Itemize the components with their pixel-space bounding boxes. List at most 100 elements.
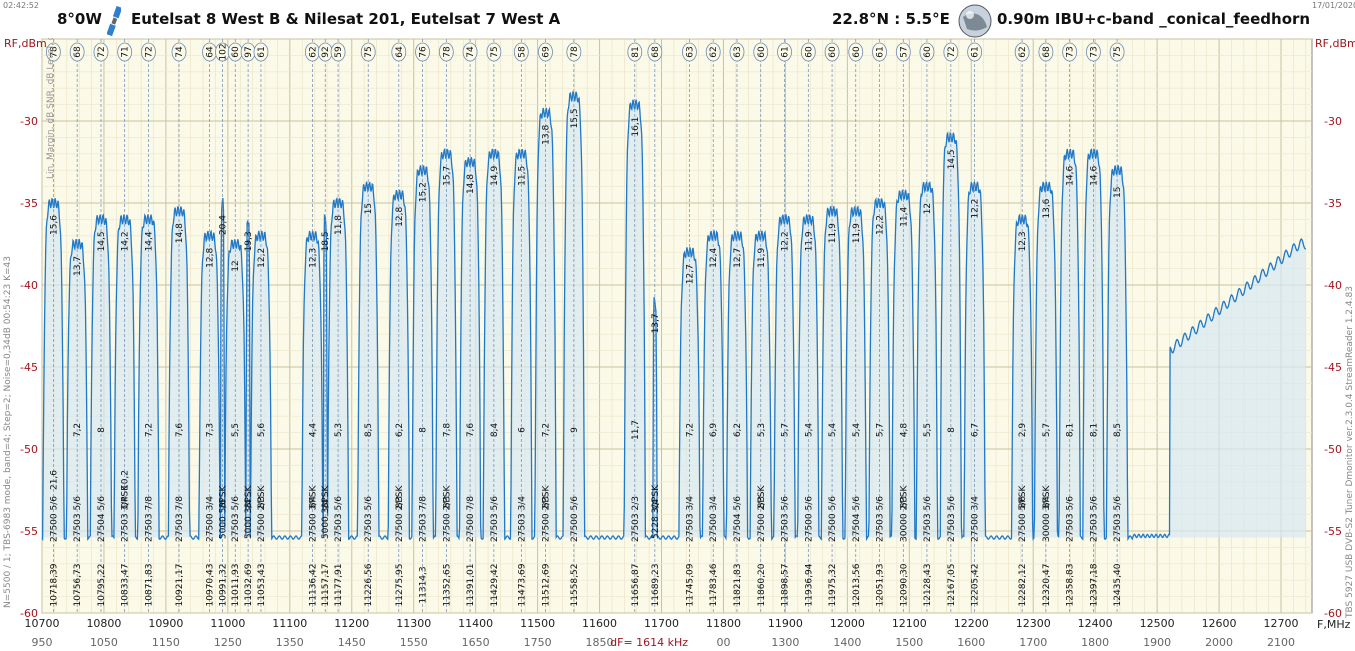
quality-badge [729,42,745,62]
symbol-rate-fec: 27504 5/6 [852,496,862,542]
modulation-label: 8PSK [899,485,909,509]
symbol-rate-fec: 27503 3/4 [517,496,527,542]
quality-badge [800,42,816,62]
mer-value: 15,2 [419,182,429,202]
x-axis-label: F,MHz [1317,618,1351,631]
x-tick-label: 12300 [1016,617,1051,630]
quality-value: 81 [631,46,641,57]
snr-value: 6,2 [395,423,405,437]
mer-value: 11,8 [334,215,344,235]
mer-value: 12,8 [395,207,405,227]
modulation-label: 8PSK [321,485,331,509]
snr-value: 8,1 [1066,423,1076,437]
mer-value: 12,8 [206,248,216,268]
quality-value: 75 [1113,46,1123,57]
modulation-label: 8PSK [1042,485,1052,509]
transponder-frequency: 12128,43 [923,564,933,607]
satellite-icon [106,5,123,38]
transponder-frequency: 12013,56 [852,563,862,606]
quality-value: 62 [308,46,318,57]
quality-value: 72 [97,46,107,57]
quality-value: 61 [781,46,791,57]
symbol-rate-fec: 27503 5/6 [364,496,374,542]
snr-value: 9 [570,427,580,433]
quality-badge [1086,42,1101,62]
mer-value: 20,4 [218,215,228,235]
transponder-frequency: 12090,30 [899,563,909,606]
x-tick-label: 11100 [272,617,307,630]
x-tick-label: 12200 [954,617,989,630]
mer-value: 14,2 [121,231,131,251]
quality-badge [647,42,663,62]
transponder-frequency: 10795,22 [97,564,107,607]
transponder-frequency: 10833,47 [121,564,131,607]
quality-badge [824,42,840,62]
mer-value: 13,6 [1042,198,1052,218]
snr-value: 8 [97,427,107,433]
symbol-rate-fec: 27500 2/3 [757,496,767,542]
quality-value: 58 [517,46,527,58]
quality-badge [753,42,769,62]
left-side-info: N=5500 / 1; TBS-6983 mode, band=4; Step=… [3,256,13,608]
quality-badge [513,42,529,62]
transponder-frequency: 11032,69 [244,563,254,606]
symbol-rate-fec: 30000 2/3 [899,496,909,542]
mer-value: 14,9 [490,166,500,186]
mer-value: 14,5 [947,149,957,169]
symbol-rate-fec: 27503 7/8 [419,496,429,542]
snr-value: 8 [947,427,957,433]
symbol-rate-fec: 27503 7/8 [144,496,154,542]
quality-badge [943,42,959,62]
mer-value: 12,2 [971,199,981,219]
modulation-label: QPSK [121,484,131,509]
quality-value: 60 [231,46,241,58]
if-tick-label: 1550 [400,636,428,649]
quality-badge [462,42,478,62]
if-tick-label: 1450 [338,636,366,649]
modulation-label: 8PSK [1018,485,1028,509]
snr-value: 5,7 [781,423,791,437]
if-tick-label: 1500 [895,636,923,649]
quality-value: 59 [334,46,344,58]
symbol-rate-fec: 27500 5/6 [1018,496,1028,542]
quality-value: 71 [121,46,131,57]
quality-badge [895,42,911,62]
transponder-frequency: 10991,32 [218,564,228,607]
mer-value: 15 [364,203,374,214]
if-tick-label: 1900 [1143,636,1171,649]
quality-value: 75 [490,46,500,57]
symbol-rate-fec: 27503 5/6 [73,496,83,542]
quality-badge [705,42,721,62]
mer-value: 12,2 [781,231,791,251]
mer-value: 12,3 [308,248,318,268]
y-tick-label-right: -50 [1324,443,1342,456]
mer-value: 11,4 [899,207,909,227]
symbol-rate-fec: 27500 5/6 [49,496,59,542]
snr-value: 7,2 [541,423,551,437]
quality-value: 74 [466,46,476,58]
quality-value: 97 [244,46,254,57]
quality-badge [1109,42,1125,62]
snr-value: 6,9 [709,423,719,438]
snr-value: 5,7 [1042,423,1052,437]
transponder-frequency: 12358,83 [1066,564,1076,607]
transponder-frequency: 12320,47 [1042,564,1052,607]
transponder-frequency: 11177,91 [334,564,344,607]
snr-value: 7,2 [73,423,83,437]
transponder-frequency: 10718,39 [49,563,59,606]
transponder-frequency: 11656,87 [631,564,641,607]
quality-value: 72 [144,46,154,57]
y-tick-label-right: -60 [1324,607,1342,620]
symbol-rate-fec: 27504 5/6 [97,496,107,542]
y-tick-label: -45 [20,361,38,374]
symbol-rate-fec: 5228 3/4 [651,499,661,540]
antenna-info: 0.90m IBU+c-band _conical_feedhorn [997,10,1311,28]
mer-value: 14,6 [1066,166,1076,186]
cn-value: 21,6 [49,470,59,490]
transponder-frequency: 11898,57 [781,564,791,607]
quality-badge [486,42,502,62]
snr-value: 7,3 [206,423,216,437]
quality-value: 61 [257,46,267,57]
transponder-frequency: 11821,83 [733,564,743,607]
y-tick-label: -35 [20,197,38,210]
